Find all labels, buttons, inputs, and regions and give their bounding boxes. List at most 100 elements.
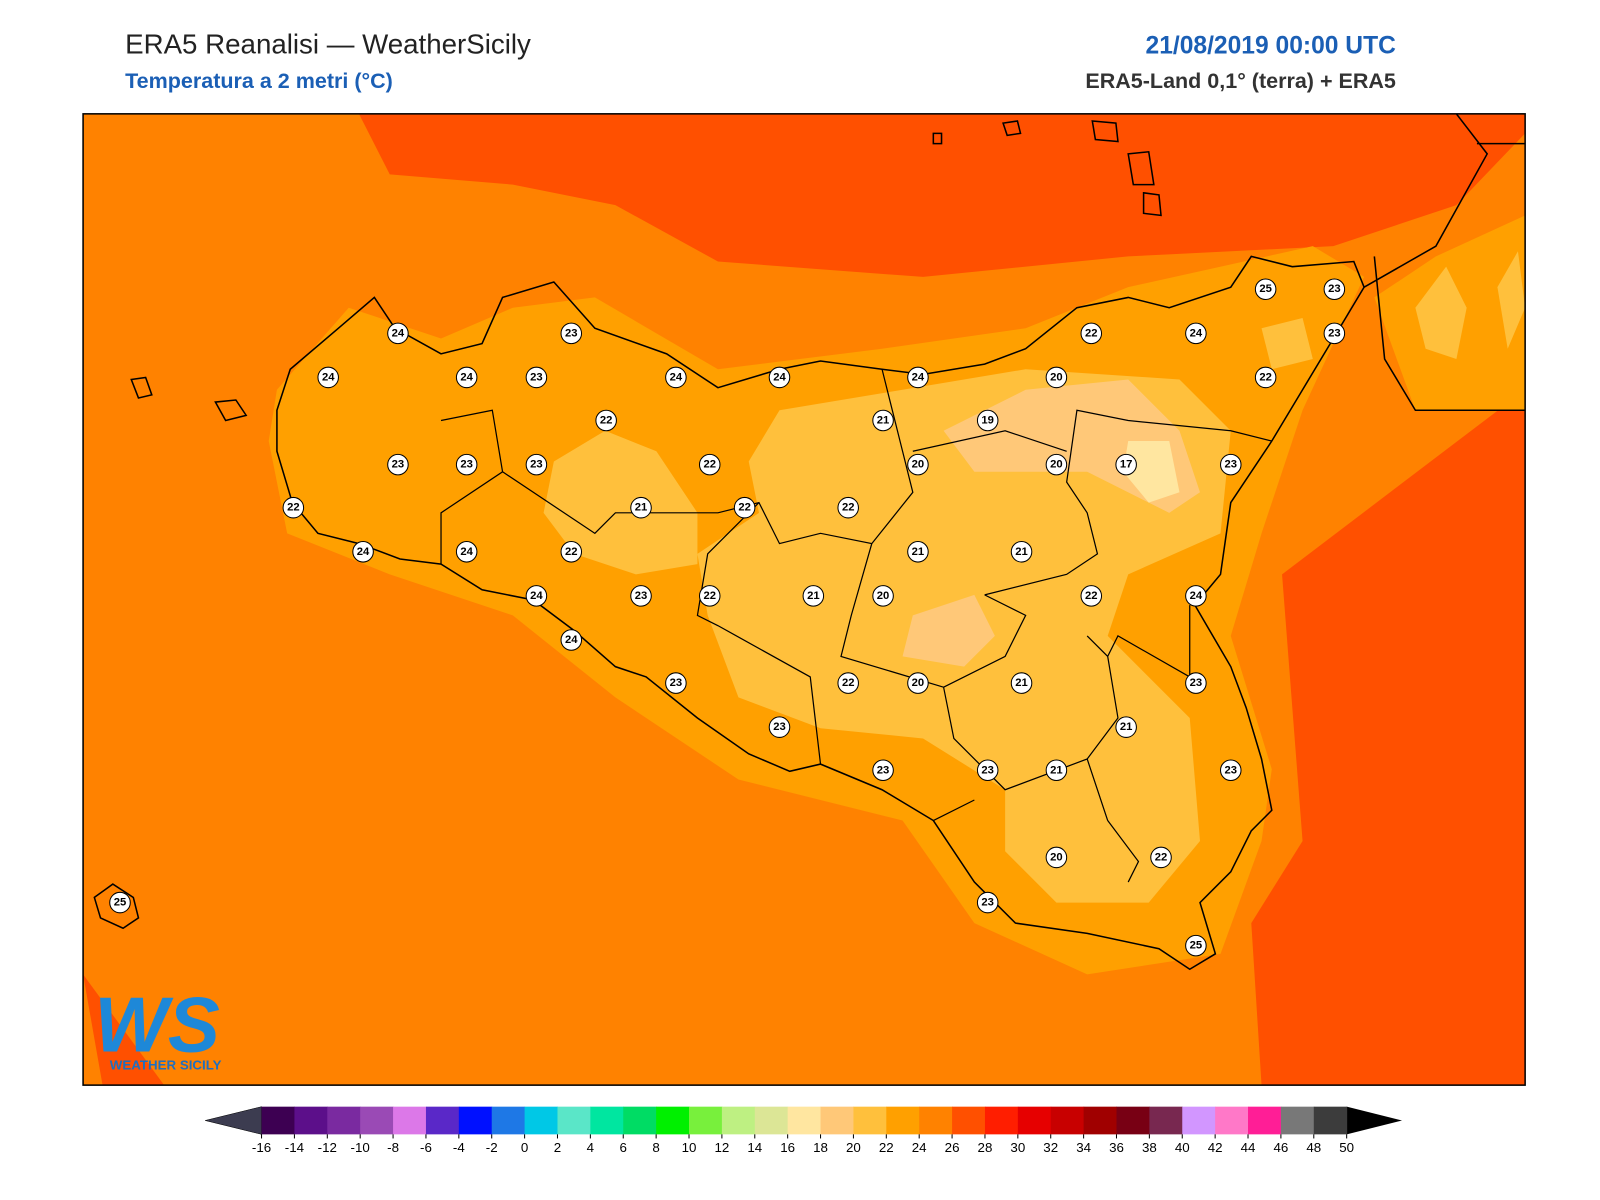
station-marker	[907, 453, 929, 476]
station: 25	[109, 891, 131, 914]
station-marker	[1045, 759, 1068, 782]
colorbar-tick-label: 14	[747, 1140, 762, 1155]
station-marker	[1220, 453, 1242, 476]
colorbar-tick-label: 18	[813, 1140, 828, 1155]
station-value: 23	[392, 459, 405, 471]
station-value: 24	[670, 371, 683, 383]
colorbar-tick-label: 46	[1273, 1140, 1288, 1155]
station-value: 25	[1259, 283, 1272, 295]
colorbar-tick-label: 44	[1241, 1140, 1256, 1155]
colorbar-tick-label: 24	[912, 1140, 927, 1155]
station-value: 23	[1328, 327, 1341, 339]
station-marker	[387, 453, 409, 476]
station-marker	[1185, 672, 1207, 694]
colorbar-over	[1346, 1106, 1403, 1135]
station-marker	[595, 409, 617, 432]
colorbar-tick-label: 42	[1208, 1140, 1223, 1155]
colorbar-tick-label: 50	[1339, 1140, 1354, 1155]
station: 22	[560, 541, 583, 563]
station-marker	[768, 366, 791, 389]
colorbar-box	[787, 1106, 822, 1135]
station: 25	[1254, 278, 1277, 300]
colorbar-box	[689, 1106, 723, 1135]
station-marker	[802, 585, 825, 607]
station-value: 22	[287, 502, 300, 514]
colorbar-box	[524, 1106, 558, 1135]
station: 23	[768, 716, 791, 738]
station: 23	[1323, 278, 1346, 300]
station-value: 22	[842, 677, 855, 689]
station-marker	[872, 759, 894, 782]
station-value: 24	[322, 371, 335, 383]
station-value: 23	[773, 721, 786, 733]
station: 22	[282, 496, 305, 519]
colorbar-tick-label: 10	[682, 1140, 697, 1155]
station-value: 24	[460, 546, 473, 558]
colorbar-under	[205, 1106, 262, 1135]
station-marker	[1045, 846, 1068, 869]
colorbar-box	[294, 1106, 328, 1135]
colorbar-box	[261, 1106, 295, 1135]
station: 23	[665, 672, 687, 694]
station-value: 22	[842, 502, 855, 514]
station-marker	[837, 496, 859, 519]
station-marker	[1254, 366, 1277, 389]
station: 22	[698, 453, 721, 476]
station: 21	[1045, 759, 1068, 782]
colorbar-tick-label: -14	[285, 1140, 305, 1155]
station: 20	[872, 585, 894, 607]
colorbar-box	[327, 1106, 361, 1135]
station-marker	[1010, 672, 1033, 694]
colorbar-tick-label: 28	[978, 1140, 993, 1155]
station-marker	[976, 891, 999, 914]
station: 21	[802, 585, 825, 607]
colorbar-tick-label: 16	[780, 1140, 795, 1155]
station-value: 24	[460, 371, 473, 383]
station-marker	[1080, 322, 1103, 345]
station-marker	[1115, 716, 1137, 738]
station-value: 23	[981, 764, 994, 776]
station-marker	[1045, 366, 1068, 389]
colorbar-box	[1280, 1106, 1315, 1135]
station-value: 24	[565, 634, 578, 646]
colorbar-tick-label: 38	[1142, 1140, 1157, 1155]
station-marker	[1010, 541, 1033, 563]
station-value: 24	[357, 546, 370, 558]
station: 20	[1045, 453, 1068, 476]
station-value: 23	[1225, 764, 1238, 776]
station: 21	[1010, 672, 1033, 694]
logo-mark: WS	[94, 980, 220, 1068]
station-value: 23	[460, 459, 473, 471]
station-marker	[837, 672, 859, 694]
station-value: 23	[1328, 283, 1341, 295]
colorbar-tick-label: 4	[587, 1140, 595, 1155]
colorbar-tick-label: 22	[879, 1140, 894, 1155]
map-frame	[82, 113, 1526, 1086]
colorbar-tick-label: 26	[945, 1140, 960, 1155]
colorbar-box	[919, 1106, 953, 1135]
subtitle: Temperatura a 2 metri (°C)	[125, 69, 393, 93]
station: 24	[907, 366, 929, 389]
station: 23	[560, 322, 583, 345]
station: 24	[525, 585, 548, 607]
station: 25	[1185, 934, 1207, 957]
colorbar-tick-label: 2	[554, 1140, 561, 1155]
colorbar-box	[458, 1106, 493, 1135]
station-marker	[665, 366, 687, 389]
station-value: 24	[912, 371, 925, 383]
colorbar-tick-label: 30	[1010, 1140, 1025, 1155]
station-marker	[907, 672, 929, 694]
station: 20	[1045, 846, 1068, 869]
station-marker	[455, 541, 478, 563]
station-marker	[525, 366, 548, 389]
station-value: 22	[1085, 590, 1098, 602]
colorbar-tick-label: -4	[453, 1140, 465, 1155]
station-value: 23	[981, 897, 994, 909]
station-marker	[109, 891, 131, 914]
colorbar-tick-label: -10	[351, 1140, 370, 1155]
colorbar-box	[1017, 1106, 1052, 1135]
station: 23	[1323, 322, 1346, 345]
station: 23	[872, 759, 894, 782]
station-value: 23	[565, 327, 578, 339]
colorbar-box	[1083, 1106, 1118, 1135]
